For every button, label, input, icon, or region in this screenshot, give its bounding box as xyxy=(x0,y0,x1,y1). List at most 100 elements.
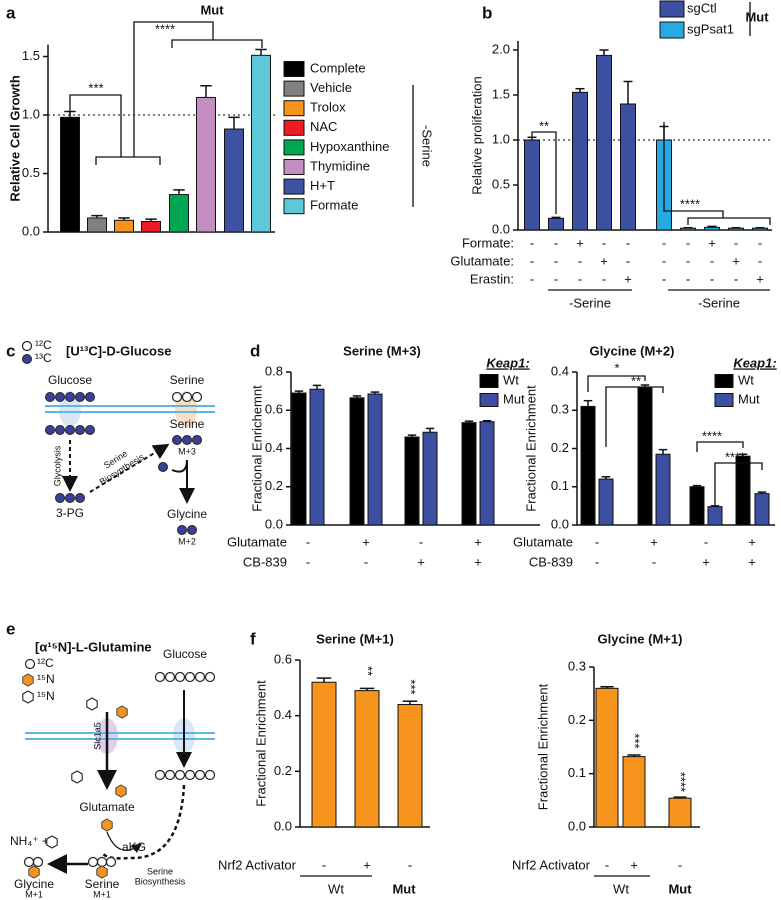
y-tick-label: 0.3 xyxy=(568,658,586,673)
condition-sign: - xyxy=(686,253,690,268)
condition-sign: + xyxy=(624,271,632,286)
annotation: *** xyxy=(88,80,103,95)
bar xyxy=(422,431,438,526)
bar xyxy=(596,54,612,231)
bar xyxy=(637,386,653,526)
panel-label: d xyxy=(250,341,260,360)
diagram-label: Glycine xyxy=(14,877,54,891)
diagram-title: [U¹³C]-D-Glucose xyxy=(66,343,171,358)
legend-swatch xyxy=(479,393,499,407)
condition-sign: + xyxy=(600,253,608,268)
condition-sign: - xyxy=(710,271,714,286)
bar xyxy=(60,116,80,233)
atom xyxy=(24,658,36,670)
annotation: Mut xyxy=(200,2,224,17)
y-axis-label: Relative proliferation xyxy=(469,76,484,195)
condition-sign: - xyxy=(686,235,690,250)
condition-sign: - xyxy=(408,857,412,872)
y-tick-label: 0.1 xyxy=(551,478,569,493)
legend-swatch xyxy=(714,393,734,407)
y-axis-label: Fractional Enrichment xyxy=(253,680,268,807)
condition-sign: - xyxy=(652,554,656,569)
atom xyxy=(116,705,128,719)
arrow xyxy=(106,831,142,854)
condition-sign: - xyxy=(626,253,630,268)
bar xyxy=(655,453,671,526)
y-tick-label: 0.4 xyxy=(274,707,292,722)
legend-swatch xyxy=(283,139,305,156)
group-label: -Serine xyxy=(569,295,611,310)
y-tick-label: 0.0 xyxy=(492,221,510,236)
legend-label: Wt xyxy=(503,372,519,387)
legend-label: sgCtl xyxy=(687,0,717,15)
diagram-label: M+1 xyxy=(25,889,43,899)
bar xyxy=(169,194,189,233)
condition-sign: - xyxy=(602,271,606,286)
molecule xyxy=(154,769,216,781)
y-tick-label: 0.3 xyxy=(551,402,569,417)
chart-title: Glycine (M+1) xyxy=(598,631,683,646)
legend-label: Thymidine xyxy=(310,158,370,173)
y-axis-label: Relative Cell Growth xyxy=(7,75,22,201)
legend-label: Trolox xyxy=(310,100,346,115)
bar xyxy=(622,756,646,828)
y-tick-label: 0.6 xyxy=(265,402,283,417)
y-tick-label: 0.0 xyxy=(568,818,586,833)
transporter xyxy=(59,391,81,427)
condition-sign: + xyxy=(474,534,482,549)
chart-title: Serine (M+3) xyxy=(343,343,421,358)
panel-label: c xyxy=(6,341,15,360)
arrow xyxy=(171,459,187,500)
atom xyxy=(46,835,58,849)
legend-label: ¹⁵N xyxy=(37,672,55,686)
condition-sign: - xyxy=(530,235,534,250)
atom xyxy=(21,340,33,352)
y-tick-label: 0.0 xyxy=(274,818,292,833)
legend-label: ¹⁵N xyxy=(37,689,55,703)
atom xyxy=(22,673,34,687)
annotation: ** xyxy=(361,666,376,676)
y-tick-label: 1.0 xyxy=(22,106,40,121)
arrow xyxy=(89,443,170,493)
y-tick-label: 0.4 xyxy=(265,440,283,455)
legend-swatch xyxy=(283,61,305,77)
diagram-title: [α¹⁵N]-L-Glutamine xyxy=(35,639,152,654)
chart-title: Glycine (M+2) xyxy=(590,343,675,358)
significance-bracket xyxy=(714,462,763,506)
condition-sign: - xyxy=(554,253,558,268)
bar xyxy=(548,217,564,231)
molecule xyxy=(87,856,117,879)
y-tick-label: 0.0 xyxy=(22,223,40,238)
y-tick-label: 0.0 xyxy=(265,516,283,531)
condition-label: CB-839 xyxy=(243,554,287,569)
y-tick-label: 0.5 xyxy=(22,165,40,180)
condition-sign: - xyxy=(686,271,690,286)
condition-sign: - xyxy=(662,253,666,268)
legend-swatch xyxy=(283,80,305,97)
condition-sign: - xyxy=(530,271,534,286)
diagram-label: Glycolysis xyxy=(52,445,62,486)
y-tick-label: 0.0 xyxy=(551,516,569,531)
condition-sign: + xyxy=(756,271,764,286)
condition-label: CB-839 xyxy=(529,554,573,569)
bar xyxy=(224,128,244,233)
condition-label: Glutamate xyxy=(513,534,573,549)
y-axis-label: Fractional Enrichment xyxy=(523,385,538,512)
y-tick-label: 0.1 xyxy=(568,765,586,780)
condition-label: Glutamate: xyxy=(450,253,514,268)
annotation: **** xyxy=(155,21,175,36)
bar xyxy=(404,436,420,526)
condition-sign: - xyxy=(758,235,762,250)
bar xyxy=(689,486,705,526)
diagram-label: Serine xyxy=(170,417,205,431)
bar xyxy=(735,455,751,526)
diagram-label: Glucose xyxy=(48,373,92,387)
significance-bracket xyxy=(133,21,263,157)
panel-label: a xyxy=(6,3,16,22)
legend-swatch xyxy=(659,0,685,18)
legend-label: Mut xyxy=(738,391,760,406)
condition-sign: - xyxy=(758,253,762,268)
bar xyxy=(728,227,744,231)
y-axis-label: Fractional Enrichment xyxy=(535,683,550,810)
bar xyxy=(354,690,380,828)
